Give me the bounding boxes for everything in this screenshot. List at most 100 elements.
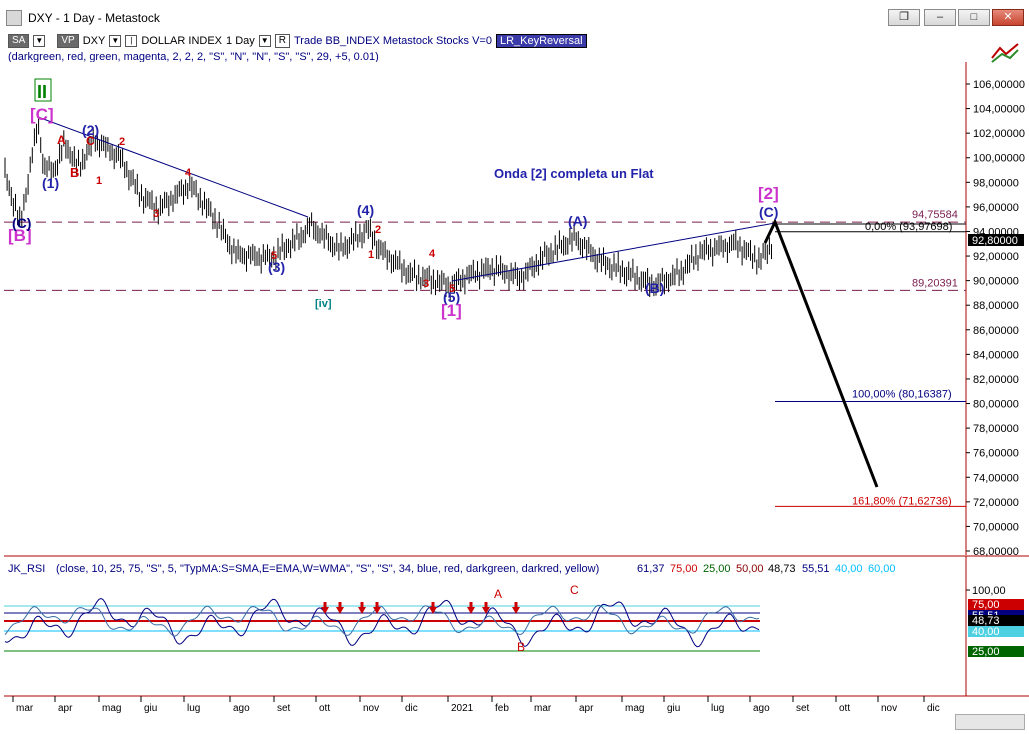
wave-label-b-paren: (B) xyxy=(645,280,664,296)
y-tick-label: 86,00000 xyxy=(973,325,1019,337)
wave-label-ii: II xyxy=(37,82,47,102)
wave-label-c-big: [C] xyxy=(30,105,54,124)
current-price-badge: 92,80000 xyxy=(972,235,1018,247)
expert-badge[interactable]: LR_KeyReversal xyxy=(495,34,587,48)
x-tick-label: nov xyxy=(363,703,379,714)
x-tick-label: feb xyxy=(495,703,509,714)
rsi-label-b: B xyxy=(517,640,525,654)
y-tick-label: 88,00000 xyxy=(973,300,1019,312)
x-tick-label: dic xyxy=(405,703,418,714)
minimize-button[interactable]: – xyxy=(924,9,956,26)
signal-arrow-stem xyxy=(323,602,327,607)
rsi-val-4: 50,00 xyxy=(736,563,764,575)
x-tick-label: ago xyxy=(233,703,250,714)
x-tick-label: lug xyxy=(711,703,724,714)
y-tick-label: 84,00000 xyxy=(973,349,1019,361)
wave-label-4-paren: (4) xyxy=(357,202,374,218)
y-tick-label: 100,00000 xyxy=(973,153,1025,165)
chart-toolbar: SA ▼ VP DXY ▼ | DOLLAR INDEX 1 Day ▼ R T… xyxy=(8,33,587,49)
period-label: 1 Day xyxy=(226,35,255,47)
wave-label-c-paren: (C) xyxy=(12,215,31,231)
y-tick-label: 68,00000 xyxy=(973,546,1019,558)
y-tick-label: 90,00000 xyxy=(973,276,1019,288)
x-tick-label: mar xyxy=(16,703,34,714)
wave-label-a-paren: (A) xyxy=(568,213,587,229)
y-tick-label: 70,00000 xyxy=(973,521,1019,533)
y-tick-label: 82,00000 xyxy=(973,374,1019,386)
rsi-tick-4873: 48,73 xyxy=(972,615,1000,627)
y-tick-label: 104,00000 xyxy=(973,104,1025,116)
restore-window-icon[interactable]: ❐ xyxy=(888,9,920,26)
signal-arrow-stem xyxy=(484,602,488,607)
y-tick-label: 72,00000 xyxy=(973,497,1019,509)
signal-arrow-stem xyxy=(514,602,518,607)
symbol-dropdown-icon[interactable]: ▼ xyxy=(109,35,122,47)
rsi-label-c: C xyxy=(570,583,579,597)
wave-label-4b: 4 xyxy=(429,248,436,260)
period-dropdown-icon[interactable]: ▼ xyxy=(258,35,271,47)
rsi-title: JK_RSI xyxy=(8,563,45,575)
x-tick-label: set xyxy=(277,703,291,714)
wave-label-a: A xyxy=(57,133,66,147)
wave-label-1: 1 xyxy=(96,175,102,187)
rsi-val-3: 25,00 xyxy=(703,563,731,575)
rsi-params: (close, 10, 25, 75, "S", 5, "TypMA:S=SMA… xyxy=(56,563,599,575)
sa-button[interactable]: SA xyxy=(8,34,30,48)
price-chart[interactable]: 106,00000 104,00000 102,00000 100,00000 98,0… xyxy=(0,62,1029,734)
wave-label-4: 4 xyxy=(185,167,192,179)
fib-level-label: 89,20391 xyxy=(912,277,958,289)
y-tick-label: 78,00000 xyxy=(973,423,1019,435)
wave-label-5b: 5 xyxy=(449,283,455,295)
y-tick-label: 92,00000 xyxy=(973,251,1019,263)
horizontal-scrollbar[interactable] xyxy=(955,714,1025,730)
rsi-val-1: 61,37 xyxy=(637,563,665,575)
vp-button[interactable]: VP xyxy=(57,34,79,48)
wave-label-5-paren: (5) xyxy=(443,289,460,305)
wave-label-iv: [iv] xyxy=(315,298,332,310)
wave-label-1-paren: (1) xyxy=(42,175,59,191)
signal-arrow-icon xyxy=(321,607,329,614)
wave-label-c-paren-2: (C) xyxy=(759,204,778,220)
title-bar: DXY - 1 Day - Metastock ❐ – □ ✕ xyxy=(0,0,1029,36)
x-tick-label: apr xyxy=(579,703,594,714)
indicator-params: (darkgreen, red, green, magenta, 2, 2, 2… xyxy=(8,51,379,63)
signal-arrow-icon xyxy=(336,607,344,614)
indicator-icon[interactable]: | xyxy=(125,35,138,47)
wave-label-2: 2 xyxy=(119,136,125,148)
fib-level-label: 0,00% (93,97698) xyxy=(865,221,952,233)
wave-label-3b: 3 xyxy=(423,278,429,290)
wave-label-2-paren: (2) xyxy=(82,122,99,138)
security-name: DOLLAR INDEX xyxy=(141,35,223,47)
y-tick-label: 76,00000 xyxy=(973,448,1019,460)
rsi-tick-25: 25,00 xyxy=(972,646,1000,658)
x-tick-label: mar xyxy=(534,703,552,714)
signal-arrow-icon xyxy=(482,607,490,614)
wave-label-2-big: [2] xyxy=(758,184,779,203)
chart-tool-icon[interactable] xyxy=(990,40,1020,64)
rsi-label-a: A xyxy=(494,587,502,601)
trade-info: Trade BB_INDEX Metastock Stocks V=0 xyxy=(294,35,492,47)
rsi-tick-40: 40,00 xyxy=(972,626,1000,638)
signal-arrow-icon xyxy=(512,607,520,614)
x-tick-label: lug xyxy=(187,703,200,714)
x-tick-label: ott xyxy=(839,703,850,714)
signal-arrow-stem xyxy=(375,602,379,607)
rsi-val-5: 48,73 xyxy=(768,563,796,575)
fib-level-label: 94,75584 xyxy=(912,209,958,221)
close-button[interactable]: ✕ xyxy=(992,9,1024,26)
x-tick-label: mag xyxy=(102,703,121,714)
sa-dropdown-icon[interactable]: ▼ xyxy=(33,35,46,47)
fib-level-label: 161,80% (71,62736) xyxy=(852,495,952,507)
r-button[interactable]: R xyxy=(274,34,290,48)
wave-label-2b: 2 xyxy=(375,224,381,236)
rsi-val-2: 75,00 xyxy=(670,563,698,575)
x-tick-label: 2021 xyxy=(451,703,474,714)
maximize-button[interactable]: □ xyxy=(958,9,990,26)
rsi-val-8: 60,00 xyxy=(868,563,896,575)
rsi-val-7: 40,00 xyxy=(835,563,863,575)
y-tick-label: 80,00000 xyxy=(973,399,1019,411)
y-tick-label: 106,00000 xyxy=(973,79,1025,91)
signal-arrow-icon xyxy=(429,607,437,614)
wave-label-b: B xyxy=(70,165,79,180)
x-tick-label: ago xyxy=(753,703,770,714)
